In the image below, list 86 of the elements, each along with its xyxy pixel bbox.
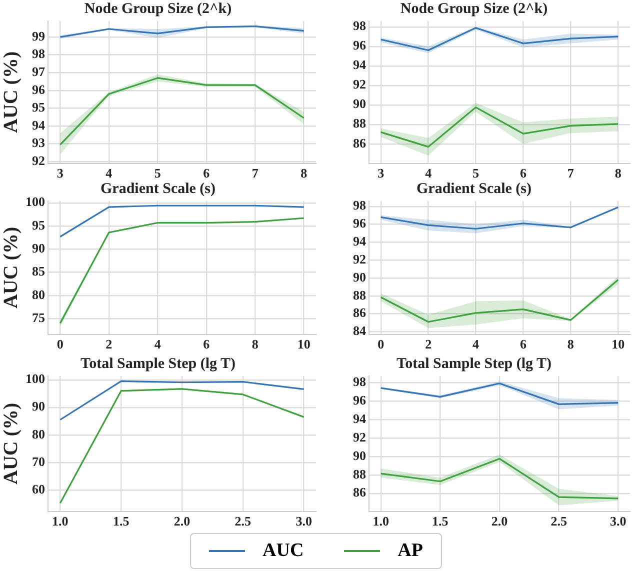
y-tick-label: 98 (353, 18, 366, 34)
y-tick-label: 94 (353, 57, 366, 72)
x-tick-label: 8 (252, 336, 259, 352)
y-tick-label: 92 (353, 76, 366, 92)
x-tick-label: 5 (472, 166, 480, 181)
x-tick-label: 2 (425, 336, 432, 352)
x-tick-label: 4 (472, 336, 480, 352)
y-tick-label: 92 (353, 251, 366, 266)
y-tick-label: 88 (353, 116, 366, 131)
y-tick-label: 85 (32, 264, 46, 279)
y-axis-title: AUC (%) (0, 226, 22, 309)
x-tick-label: 3 (56, 166, 64, 181)
x-tick-label: 7 (567, 166, 574, 181)
legend-label: AUC (262, 540, 304, 562)
x-tick-label: 10 (612, 336, 625, 352)
x-tick-label: 4 (106, 166, 113, 181)
x-tick-label: 4 (154, 336, 162, 352)
y-axis-title: AUC (%) (0, 402, 22, 485)
y-tick-label: 86 (353, 135, 366, 150)
y-tick-label: 75 (32, 310, 46, 326)
x-tick-label: 2.5 (234, 514, 252, 529)
y-tick-label: 100 (26, 194, 45, 210)
chart-title: Gradient Scale (s) (416, 180, 532, 197)
y-tick-label: 86 (353, 484, 366, 500)
x-tick-label: 8 (300, 166, 308, 181)
x-tick-label: 10 (297, 336, 310, 352)
chart-title: Total Sample Step (lg T) (396, 356, 552, 372)
y-tick-label: 96 (353, 392, 366, 408)
y-tick-label: 90 (353, 269, 366, 284)
y-tick-label: 90 (353, 96, 366, 112)
x-tick-label: 2.0 (491, 514, 508, 529)
y-tick-label: 96 (32, 82, 46, 97)
y-tick-label: 94 (353, 410, 366, 426)
legend-label: AP (398, 540, 423, 562)
y-tick-label: 98 (353, 374, 366, 389)
x-tick-label: 2 (106, 336, 112, 352)
x-tick-label: 8 (614, 166, 622, 181)
y-tick-label: 99 (32, 28, 46, 44)
y-tick-label: 92 (32, 152, 45, 168)
x-tick-label: 3.0 (296, 514, 312, 529)
x-tick-label: 7 (252, 166, 259, 181)
y-tick-label: 90 (353, 448, 366, 463)
x-tick-label: 8 (567, 336, 574, 352)
chart-title: Node Group Size (2^k) (400, 0, 548, 17)
chart-title: Total Sample Step (lg T) (80, 356, 236, 372)
x-tick-label: 5 (154, 166, 162, 181)
y-tick-label: 96 (353, 38, 366, 53)
y-tick-label: 98 (32, 46, 46, 62)
y-tick-label: 94 (353, 234, 366, 249)
y-tick-label: 70 (32, 454, 45, 469)
y-tick-label: 90 (32, 398, 45, 414)
y-tick-label: 96 (353, 216, 366, 231)
x-tick-label: 1.0 (372, 514, 389, 529)
y-tick-label: 95 (32, 100, 46, 115)
y-tick-label: 100 (26, 371, 45, 386)
y-tick-label: 93 (32, 135, 46, 150)
x-tick-label: 6 (520, 166, 527, 181)
y-tick-label: 95 (32, 217, 46, 232)
y-tick-label: 90 (32, 240, 45, 256)
y-tick-label: 97 (32, 64, 46, 79)
y-tick-label: 60 (32, 481, 45, 496)
x-tick-label: 4 (425, 166, 432, 181)
x-tick-label: 2.5 (550, 514, 568, 529)
x-tick-label: 6 (203, 166, 210, 181)
y-tick-label: 80 (32, 426, 45, 442)
y-tick-label: 94 (32, 117, 46, 132)
x-tick-label: 0 (378, 336, 384, 352)
x-tick-label: 2.0 (174, 514, 190, 529)
y-tick-label: 86 (353, 305, 366, 320)
x-tick-label: 6 (520, 336, 527, 352)
y-tick-label: 84 (353, 323, 366, 338)
x-tick-label: 1.5 (432, 514, 449, 529)
x-tick-label: 0 (56, 336, 64, 352)
y-tick-label: 88 (353, 287, 366, 302)
x-tick-label: 3 (378, 166, 385, 181)
x-tick-label: 1.0 (52, 514, 68, 529)
x-tick-label: 1.5 (112, 514, 130, 529)
y-tick-label: 98 (353, 198, 366, 213)
y-tick-label: 92 (353, 429, 366, 444)
x-tick-label: 3.0 (610, 514, 626, 529)
chart-title: Gradient Scale (s) (100, 180, 216, 197)
y-tick-label: 88 (353, 466, 366, 482)
x-tick-label: 6 (203, 336, 210, 352)
chart-title: Node Group Size (2^k) (84, 0, 232, 17)
y-axis-title: AUC (%) (0, 51, 22, 134)
y-tick-label: 80 (32, 286, 45, 302)
